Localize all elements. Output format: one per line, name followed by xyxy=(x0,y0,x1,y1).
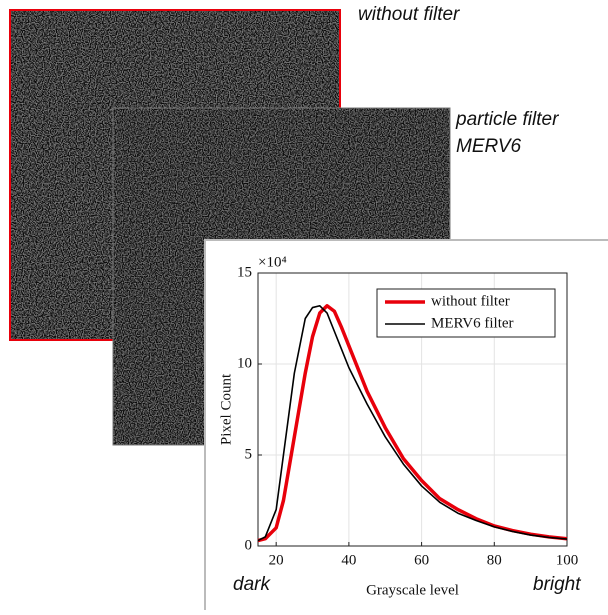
legend-label: without filter xyxy=(431,293,510,309)
y-tick-label: 15 xyxy=(237,264,252,280)
y-axis-label: Pixel Count xyxy=(218,373,234,445)
y-tick-label: 10 xyxy=(237,355,252,371)
y-tick-label: 5 xyxy=(245,446,253,462)
series-line xyxy=(257,304,568,542)
x-axis-label: Grayscale level xyxy=(366,582,459,598)
plot-frame xyxy=(257,272,568,547)
caption: particle filter xyxy=(455,109,559,130)
legend-box xyxy=(376,288,556,338)
caption: without filter xyxy=(358,4,460,25)
series-line xyxy=(257,304,568,543)
x-tick-label: 20 xyxy=(269,552,284,568)
x-tick-label: 80 xyxy=(487,552,502,568)
legend-label: MERV6 filter xyxy=(431,315,514,331)
y-tick-label: 0 xyxy=(245,537,253,553)
x-tick-label: 100 xyxy=(556,552,579,568)
y-exponent: ×10⁴ xyxy=(258,254,287,270)
x-tick-label: 60 xyxy=(414,552,429,568)
caption: MERV6 xyxy=(456,136,522,157)
caption: bright xyxy=(533,574,581,595)
caption: dark xyxy=(233,574,271,595)
x-tick-label: 40 xyxy=(341,552,356,568)
